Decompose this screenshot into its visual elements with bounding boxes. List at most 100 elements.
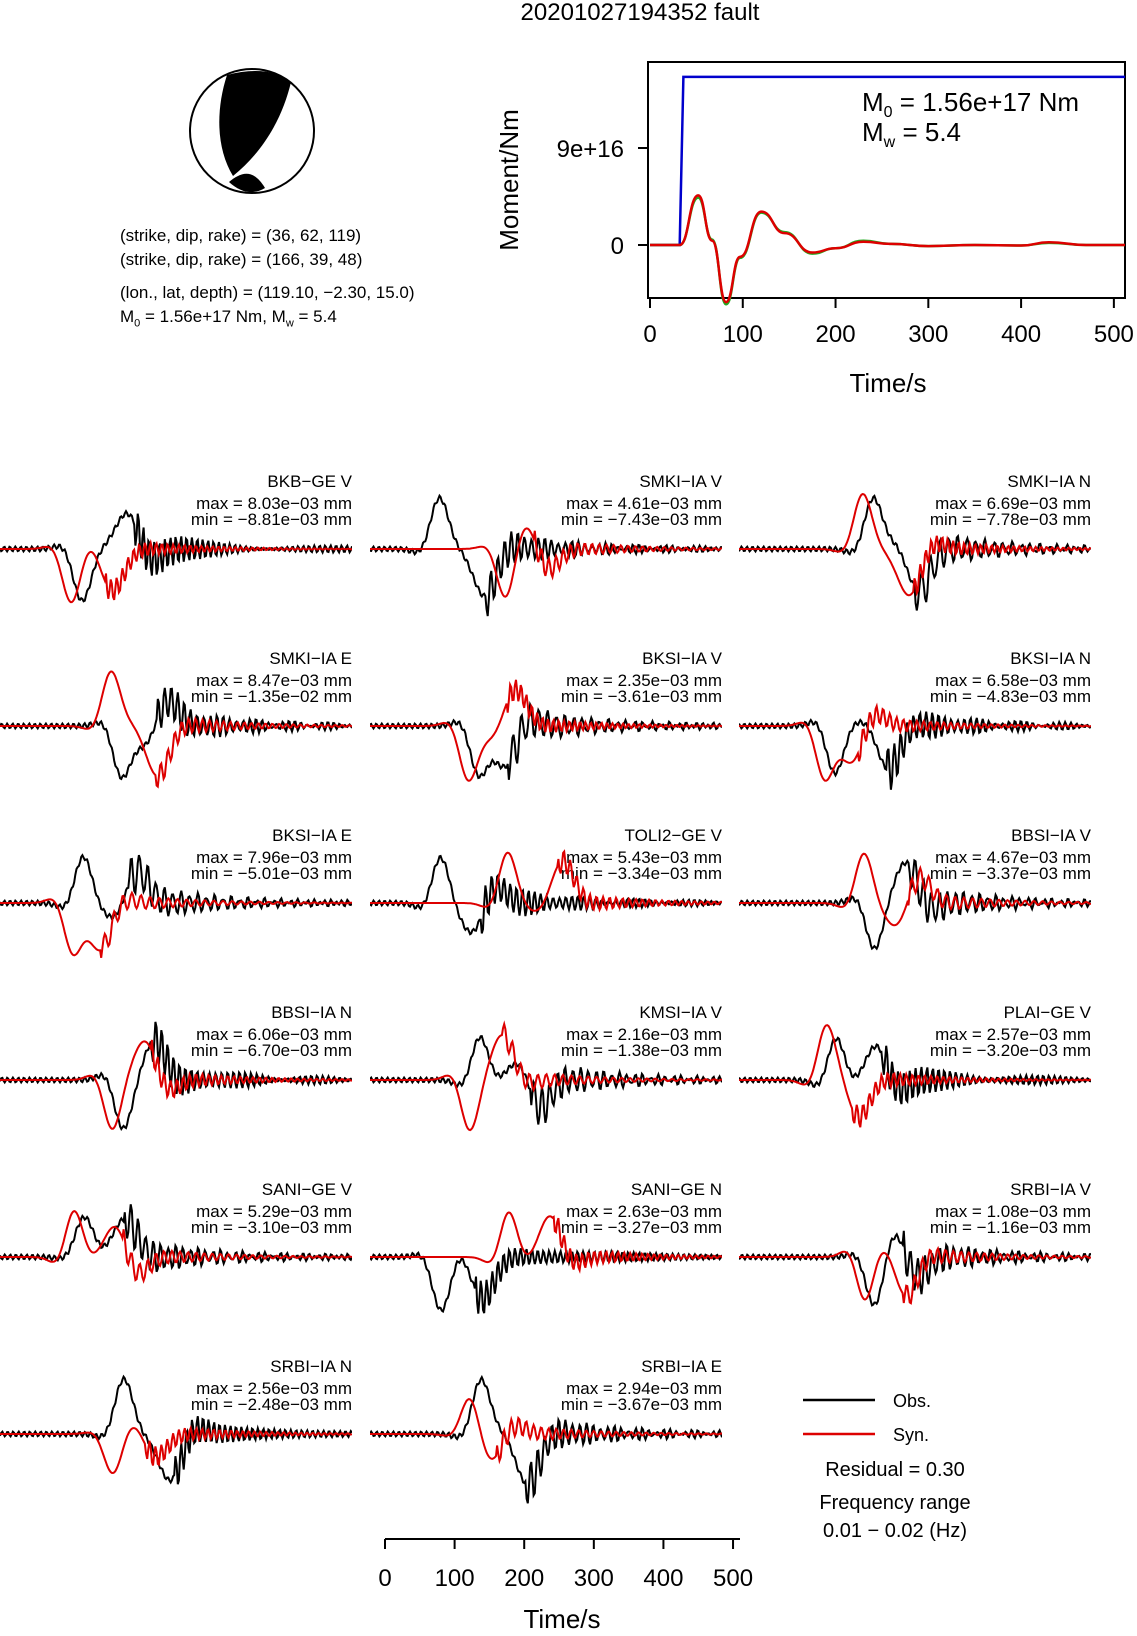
- station-name: BKSI−IA V: [642, 649, 722, 668]
- syn-trace: [739, 493, 1091, 597]
- stf-xlabel: Time/s: [849, 368, 926, 398]
- stf-chart: Moment/Nm Time/s M0 = 1.56e+17 Nm Mw = 5…: [494, 61, 1134, 398]
- syn-trace: [0, 1424, 352, 1475]
- residual-text: Residual = 0.30: [825, 1459, 965, 1481]
- obs-trace: [0, 1374, 352, 1485]
- syn-trace: [370, 1020, 722, 1132]
- beachball-compression-upper: [219, 70, 291, 176]
- max-value: max = 5.43e−03 mm: [566, 848, 722, 867]
- max-value: max = 2.16e−03 mm: [566, 1025, 722, 1044]
- waveform-labels: SRBI−IA E max = 2.94e−03 mm min = −3.67e−0…: [370, 1357, 722, 1414]
- station-name: BBSI−IA V: [1011, 826, 1091, 845]
- waveform-panel: [739, 493, 1091, 611]
- waveform-panel: [0, 670, 352, 789]
- obs-trace: [370, 1034, 722, 1125]
- min-value: min = −7.78e−03 mm: [929, 510, 1091, 529]
- stf-xtick-label: 300: [908, 321, 948, 348]
- station-name: SMKI−IA E: [269, 649, 352, 668]
- max-value: max = 2.57e−03 mm: [935, 1025, 1091, 1044]
- waveform-labels: BBSI−IA V max = 4.67e−03 mm min = −3.37e−0…: [739, 826, 1091, 882]
- waveform-panel: [0, 509, 352, 604]
- obs-trace: [0, 509, 352, 603]
- waveform-labels: BKSI−IA V max = 2.35e−03 mm min = −3.61e−0…: [370, 649, 722, 706]
- waveform-panel: [739, 1024, 1091, 1128]
- obs-trace: [370, 700, 722, 780]
- max-value: max = 8.47e−03 mm: [196, 671, 352, 690]
- stf-xtick-label: 200: [816, 321, 856, 348]
- syn-trace: [0, 890, 352, 958]
- max-value: max = 6.58e−03 mm: [935, 671, 1091, 690]
- syn-trace: [739, 852, 1091, 927]
- min-value: min = −3.34e−03 mm: [560, 864, 722, 883]
- waveform-panel: [370, 1020, 722, 1132]
- max-value: max = 2.56e−03 mm: [196, 1379, 352, 1398]
- legend-obs-label: Obs.: [893, 1391, 931, 1411]
- waveform-time-axis: Time/s 0 100 200 300 400 500: [378, 1538, 753, 1634]
- page-title: 20201027194352 fault: [520, 0, 760, 26]
- min-value: min = −6.70e−03 mm: [190, 1041, 352, 1060]
- station-name: KMSI−IA V: [639, 1003, 722, 1022]
- min-value: min = −1.16e−03 mm: [929, 1218, 1091, 1237]
- syn-trace: [0, 670, 352, 789]
- frequency-label: Frequency range: [819, 1492, 971, 1514]
- syn-trace: [370, 1211, 722, 1274]
- syn-trace: [370, 527, 722, 598]
- min-value: min = −1.38e−03 mm: [560, 1041, 722, 1060]
- beachball-icon: [189, 68, 315, 194]
- waveform-panel: [370, 493, 722, 617]
- stf-m0-symbol: M: [862, 87, 884, 117]
- waveform-xtick-label: 400: [643, 1565, 683, 1592]
- m0-value: = 1.56e+17 Nm, M: [140, 307, 286, 326]
- stf-ytick-label: 9e+16: [557, 136, 624, 163]
- stf-m0-sub: 0: [884, 104, 893, 121]
- obs-trace: [370, 493, 722, 617]
- waveform-panel: [0, 853, 352, 958]
- max-value: max = 6.06e−03 mm: [196, 1025, 352, 1044]
- obs-trace: [739, 1230, 1091, 1307]
- stf-ytick-label: 0: [611, 233, 624, 260]
- mw-value: = 5.4: [293, 307, 337, 326]
- mechanism-plane-2: (strike, dip, rake) = (166, 39, 48): [120, 250, 363, 269]
- stf-plot-frame: [647, 61, 1126, 299]
- min-value: min = −3.61e−03 mm: [560, 687, 722, 706]
- syn-trace: [739, 1024, 1091, 1128]
- waveform-labels: KMSI−IA V max = 2.16e−03 mm min = −1.38e−0…: [370, 1003, 722, 1060]
- station-name: SRBI−IA V: [1010, 1180, 1091, 1199]
- stf-mw-text: = 5.4: [895, 117, 961, 147]
- waveform-xtick-label: 100: [435, 1565, 475, 1592]
- max-value: max = 2.35e−03 mm: [566, 671, 722, 690]
- waveform-labels: SMKI−IA N max = 6.69e−03 mm min = −7.78e−0…: [739, 473, 1091, 529]
- min-value: min = −4.83e−03 mm: [929, 687, 1091, 706]
- legend-syn-label: Syn.: [893, 1425, 929, 1445]
- waveform-xtick-label: 300: [574, 1565, 614, 1592]
- syn-trace: [370, 849, 722, 913]
- obs-trace: [0, 853, 352, 921]
- obs-trace: [739, 494, 1091, 611]
- min-value: min = −3.20e−03 mm: [929, 1041, 1091, 1060]
- station-name: SRBI−IA E: [641, 1357, 722, 1376]
- station-name: SANI−GE V: [261, 1180, 352, 1199]
- stf-xtick-label: 400: [1001, 321, 1041, 348]
- min-value: min = −2.48e−03 mm: [190, 1395, 352, 1414]
- obs-trace: [370, 1374, 722, 1504]
- station-name: BKB−GE V: [267, 472, 352, 491]
- stf-m0-text: = 1.56e+17 Nm: [893, 87, 1079, 117]
- waveform-labels: BKB−GE V max = 8.03e−03 mm min = −8.81e−03…: [0, 472, 352, 529]
- waveform-labels: SRBI−IA V max = 1.08e−03 mm min = −1.16e−0…: [739, 1180, 1091, 1237]
- min-value: min = −3.27e−03 mm: [560, 1218, 722, 1237]
- stf-mw-sub: w: [883, 134, 896, 151]
- max-value: max = 4.67e−03 mm: [935, 848, 1091, 867]
- waveform-panel: [370, 1211, 722, 1314]
- syn-trace: [0, 538, 352, 604]
- frequency-value: 0.01 − 0.02 (Hz): [823, 1520, 967, 1542]
- waveform-panel: [739, 852, 1091, 951]
- min-value: min = −8.81e−03 mm: [190, 510, 352, 529]
- waveform-panel: [739, 702, 1091, 790]
- min-value: min = −3.67e−03 mm: [560, 1395, 722, 1414]
- beachball-compression-lower: [229, 173, 265, 193]
- station-name: PLAI−GE V: [1003, 1003, 1091, 1022]
- syn-trace: [0, 1209, 352, 1284]
- station-name: BKSI−IA N: [1010, 649, 1091, 668]
- syn-trace: [739, 1245, 1091, 1305]
- syn-trace: [370, 679, 722, 782]
